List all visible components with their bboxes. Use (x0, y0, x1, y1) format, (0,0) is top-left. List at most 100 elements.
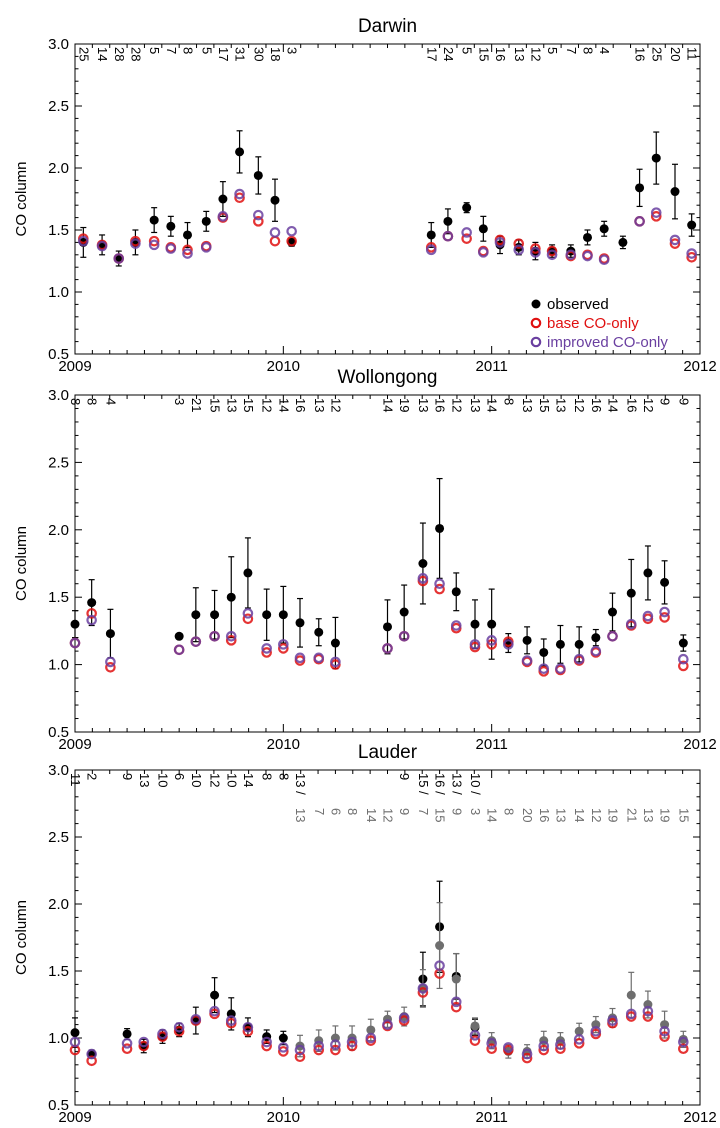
count-label: 13 (468, 398, 483, 412)
data-point (435, 941, 445, 951)
count-label: 5 (199, 47, 214, 54)
count-label: 20 (668, 47, 683, 61)
data-point (555, 1043, 566, 1055)
count-label-gray: 9 (397, 808, 412, 815)
count-label: 13 (520, 398, 535, 412)
data-point (678, 653, 689, 665)
legend-label: observed (547, 296, 609, 313)
data-point (591, 633, 601, 643)
y-tick-label: 2.5 (48, 454, 69, 471)
y-axis-label: CO column (13, 900, 30, 975)
data-point (678, 1043, 689, 1055)
count-label: 16 (589, 398, 604, 412)
data-point (278, 639, 289, 650)
data-point (209, 1005, 220, 1017)
x-tick-label: 2010 (267, 358, 300, 375)
data-point (650, 211, 662, 222)
count-label: 10 / (468, 773, 483, 795)
data-point (294, 1051, 306, 1063)
data-point (469, 639, 481, 650)
data-point (434, 583, 445, 595)
data-point (174, 631, 184, 641)
count-label: 14 (485, 398, 500, 412)
data-point (450, 996, 462, 1008)
data-point (435, 523, 445, 533)
y-tick-label: 3.0 (48, 762, 69, 779)
data-point (513, 238, 525, 249)
data-point (122, 1029, 132, 1039)
legend-marker (530, 317, 542, 329)
data-point (417, 987, 429, 998)
count-label: 5 (460, 47, 475, 54)
data-point (261, 643, 272, 654)
data-point (365, 1032, 377, 1044)
data-point (573, 1034, 585, 1045)
data-point (573, 653, 585, 665)
count-label-gray: 13 (641, 808, 656, 822)
data-point (521, 1048, 533, 1060)
data-point (643, 568, 653, 578)
count-label: 8 (581, 47, 596, 54)
data-point (642, 610, 654, 622)
x-tick-label: 2011 (476, 736, 508, 753)
data-point (242, 608, 254, 619)
count-label: 28 (112, 47, 127, 61)
data-point (253, 209, 264, 221)
data-point (346, 1040, 358, 1052)
data-point (634, 216, 645, 227)
data-point (242, 613, 254, 625)
legend: observed base CO-only improved CO-only (530, 296, 668, 351)
count-label: 7 (164, 47, 179, 54)
data-point (555, 1039, 566, 1050)
count-label-gray: 7 (312, 808, 327, 815)
series-base-co-only (69, 968, 689, 1067)
y-tick-label: 0.5 (48, 1097, 69, 1114)
data-point (242, 1021, 254, 1033)
count-label: 10 (156, 773, 171, 787)
count-label: 9 (397, 773, 412, 780)
data-point (670, 187, 680, 197)
data-point (469, 1030, 481, 1041)
count-label: 9 (658, 398, 673, 405)
data-point (278, 610, 288, 620)
data-point (210, 990, 220, 1000)
data-point (451, 587, 461, 597)
y-tick-label: 2.5 (48, 829, 69, 846)
count-label: 4 (103, 398, 118, 405)
data-point (582, 250, 593, 262)
y-tick-label: 2.5 (48, 98, 69, 115)
data-point (635, 183, 645, 193)
data-point (173, 1026, 185, 1037)
count-label: 15 (537, 398, 552, 412)
data-point (218, 194, 228, 204)
data-point (659, 612, 670, 623)
count-label: 3 (172, 398, 187, 405)
data-point (382, 643, 393, 654)
data-point (173, 1021, 185, 1033)
count-label: 16 (293, 398, 308, 412)
count-label: 28 (128, 47, 143, 61)
y-tick-label: 3.0 (48, 387, 69, 404)
count-label-gray: 14 (572, 808, 587, 822)
data-point (243, 568, 253, 578)
data-point (148, 239, 160, 251)
data-point (539, 647, 549, 657)
count-label: 15 (476, 47, 491, 61)
legend-label: base CO-only (547, 315, 639, 332)
y-tick-label: 1.5 (48, 222, 69, 239)
data-point (278, 1046, 289, 1057)
count-label: 16 / (433, 773, 448, 795)
data-point (651, 153, 661, 163)
data-point (398, 1012, 410, 1024)
data-point (618, 237, 628, 247)
count-label: 14 (381, 398, 396, 412)
data-point (69, 1036, 81, 1048)
data-point (686, 251, 697, 263)
series-improved-co-only (78, 188, 697, 266)
data-point (425, 244, 437, 256)
data-point (399, 607, 409, 617)
data-point (462, 203, 472, 213)
count-label: 4 (597, 47, 612, 54)
data-point (660, 577, 670, 587)
count-label: 15 / (416, 773, 431, 795)
